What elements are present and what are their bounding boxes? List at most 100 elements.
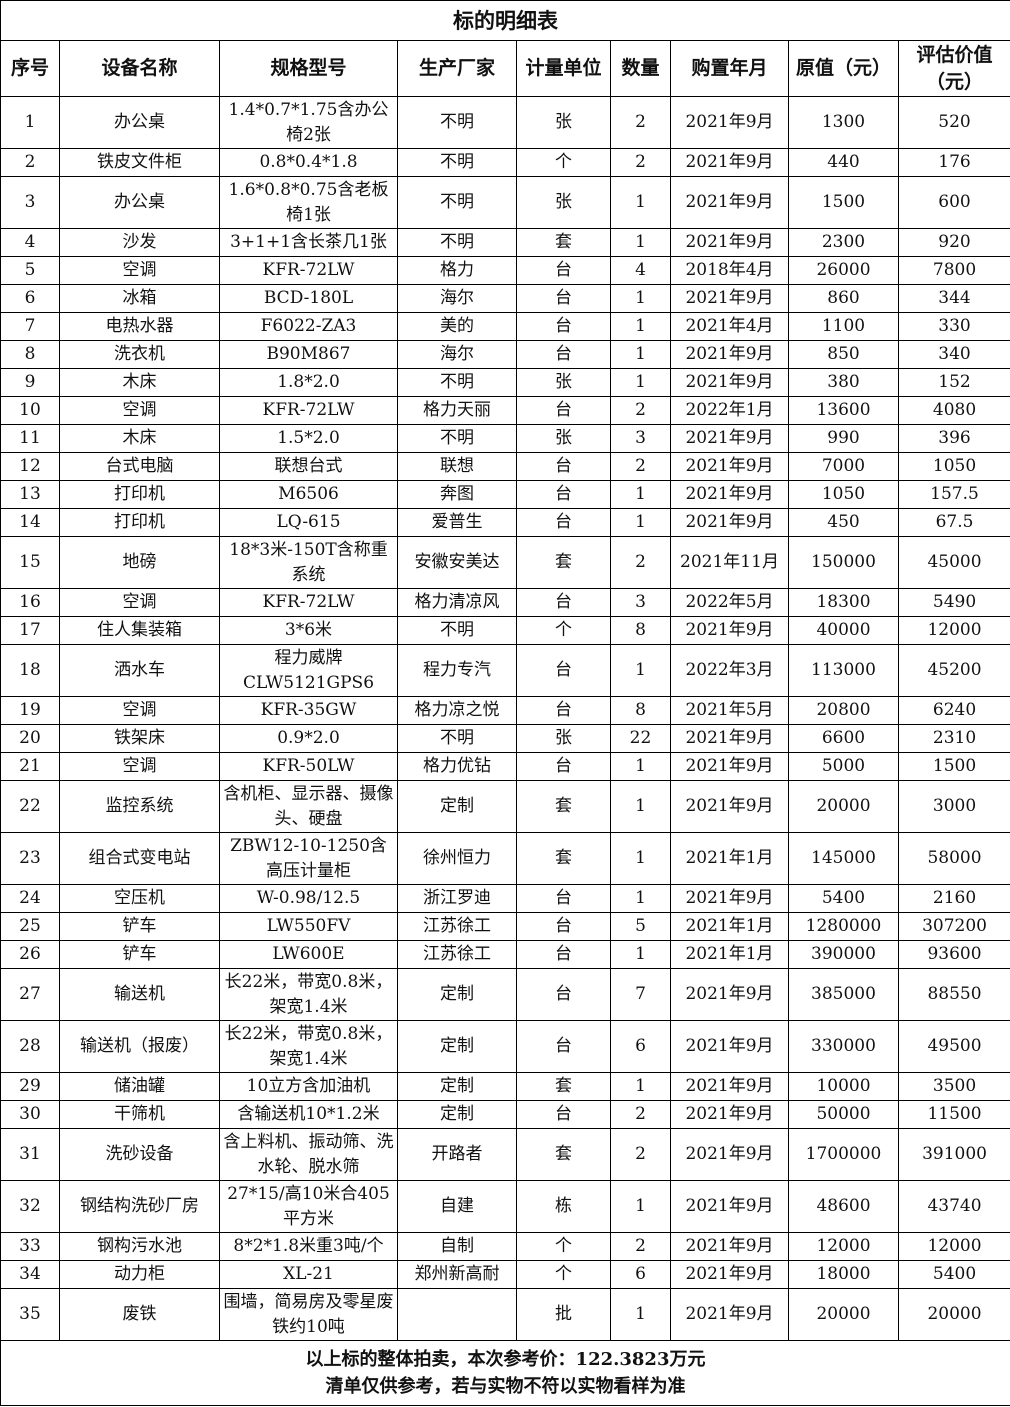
col-assessed-value-cell: 58000 (897, 832, 1010, 885)
col-unit-cell: 台 (516, 644, 611, 697)
col-assessed-value-cell: 176 (897, 148, 1010, 177)
col-original-value-cell: 1700000 (788, 1128, 899, 1181)
table-row: 30 干筛机 含输送机10*1.2米 定制台 2 2021年9月 50000 11500 (0, 1100, 1010, 1129)
col-original-value-cell: 380 (788, 368, 899, 397)
col-original-value-cell: 10000 (788, 1072, 899, 1101)
col-manufacturer-cell: 不明 (397, 176, 517, 229)
col-original-value-cell: 18300 (788, 588, 899, 617)
col-quantity-cell: 1 (610, 752, 671, 781)
table-row: 11 木床 1.5*2.0 不明张 3 2021年9月 990 396 (0, 424, 1010, 453)
col-assessed-value-cell: 49500 (897, 1020, 1010, 1073)
col-quantity-cell: 1 (610, 228, 671, 257)
col-assessed-value-cell: 11500 (897, 1100, 1010, 1129)
table-row: 9 木床 1.8*2.0 不明张 1 2021年9月 380 152 (0, 368, 1010, 397)
col-unit-cell: 台 (516, 968, 611, 1021)
col-index-cell: 20 (0, 724, 60, 753)
header-col-manufacturer: 生产厂家 (397, 40, 517, 97)
col-assessed-value-cell: 43740 (897, 1180, 1010, 1233)
col-purchase-date-cell: 2021年11月 (670, 536, 789, 589)
col-name-cell: 打印机 (59, 508, 220, 537)
col-quantity-cell: 1 (610, 1288, 671, 1341)
header-row: 序号 设备名称 规格型号 生产厂家 计量单位 数量 购置年月 原值（元） 评估价值（元） (0, 40, 1010, 97)
col-manufacturer-cell: 定制 (397, 1072, 517, 1101)
table-row: 31 洗砂设备 含上料机、振动筛、洗水轮、脱水筛 开路者套 2 2021年9月 170000… (0, 1128, 1010, 1181)
col-original-value-cell: 850 (788, 340, 899, 369)
header-col-original-value: 原值（元） (788, 40, 899, 97)
col-assessed-value-cell: 920 (897, 228, 1010, 257)
col-quantity-cell: 1 (610, 832, 671, 885)
col-purchase-date-cell: 2021年9月 (670, 1232, 789, 1261)
col-spec-cell: 3*6米 (219, 616, 398, 645)
col-index-cell: 21 (0, 752, 60, 781)
col-manufacturer-cell: 自制 (397, 1232, 517, 1261)
col-name-cell: 空调 (59, 696, 220, 725)
col-original-value-cell: 13600 (788, 396, 899, 425)
col-spec-cell: F6022-ZA3 (219, 312, 398, 341)
col-spec-cell: 围墙，简易房及零星废铁约10吨 (219, 1288, 398, 1341)
col-purchase-date-cell: 2021年9月 (670, 340, 789, 369)
col-name-cell: 木床 (59, 424, 220, 453)
col-unit-cell: 台 (516, 1100, 611, 1129)
col-purchase-date-cell: 2021年9月 (670, 228, 789, 257)
col-manufacturer-cell: 不明 (397, 424, 517, 453)
col-spec-cell: 8*2*1.8米重3吨/个 (219, 1232, 398, 1261)
col-index-cell: 10 (0, 396, 60, 425)
col-quantity-cell: 3 (610, 424, 671, 453)
col-index-cell: 8 (0, 340, 60, 369)
col-index-cell: 6 (0, 284, 60, 313)
col-quantity-cell: 1 (610, 508, 671, 537)
col-spec-cell: KFR-72LW (219, 588, 398, 617)
col-index-cell: 15 (0, 536, 60, 589)
col-index-cell: 29 (0, 1072, 60, 1101)
col-quantity-cell: 8 (610, 616, 671, 645)
col-manufacturer-cell: 奔图 (397, 480, 517, 509)
col-name-cell: 洒水车 (59, 644, 220, 697)
col-spec-cell: B90M867 (219, 340, 398, 369)
col-manufacturer-cell: 不明 (397, 96, 517, 149)
table-row: 27 输送机 长22米，带宽0.8米，架宽1.4米 定制台 7 2021年9月 385000… (0, 968, 1010, 1021)
col-quantity-cell: 1 (610, 884, 671, 913)
col-quantity-cell: 5 (610, 912, 671, 941)
col-purchase-date-cell: 2021年9月 (670, 284, 789, 313)
col-index-cell: 33 (0, 1232, 60, 1261)
table-row: 14 打印机 LQ-615 爱普生台 1 2021年9月 450 67.5 (0, 508, 1010, 537)
col-spec-cell: KFR-50LW (219, 752, 398, 781)
table-row: 18 洒水车 程力威牌CLW5121GPS6 程力专汽台 1 2022年3月 113000 4… (0, 644, 1010, 697)
header-col-assessed-value: 评估价值（元） (897, 40, 1010, 97)
col-assessed-value-cell: 3000 (897, 780, 1010, 833)
col-assessed-value-cell: 7800 (897, 256, 1010, 285)
col-name-cell: 铁皮文件柜 (59, 148, 220, 177)
col-name-cell: 空调 (59, 256, 220, 285)
col-purchase-date-cell: 2021年9月 (670, 148, 789, 177)
col-unit-cell: 个 (516, 1260, 611, 1289)
col-original-value-cell: 20000 (788, 1288, 899, 1341)
col-manufacturer-cell: 安徽安美达 (397, 536, 517, 589)
col-index-cell: 24 (0, 884, 60, 913)
col-name-cell: 储油罐 (59, 1072, 220, 1101)
col-index-cell: 4 (0, 228, 60, 257)
col-purchase-date-cell: 2022年3月 (670, 644, 789, 697)
col-name-cell: 监控系统 (59, 780, 220, 833)
table-row: 29 储油罐 10立方含加油机 定制套 1 2021年9月 10000 3500 (0, 1072, 1010, 1101)
col-quantity-cell: 1 (610, 340, 671, 369)
col-unit-cell: 套 (516, 1072, 611, 1101)
col-manufacturer-cell: 郑州新高耐 (397, 1260, 517, 1289)
col-unit-cell: 套 (516, 536, 611, 589)
col-quantity-cell: 6 (610, 1260, 671, 1289)
col-assessed-value-cell: 391000 (897, 1128, 1010, 1181)
col-original-value-cell: 5000 (788, 752, 899, 781)
col-purchase-date-cell: 2021年9月 (670, 1288, 789, 1341)
col-assessed-value-cell: 396 (897, 424, 1010, 453)
col-quantity-cell: 1 (610, 1180, 671, 1233)
header-col-quantity: 数量 (610, 40, 671, 97)
col-original-value-cell: 330000 (788, 1020, 899, 1073)
col-manufacturer-cell: 定制 (397, 780, 517, 833)
col-name-cell: 铲车 (59, 940, 220, 969)
col-purchase-date-cell: 2021年1月 (670, 940, 789, 969)
col-manufacturer-cell: 格力天丽 (397, 396, 517, 425)
col-assessed-value-cell: 5400 (897, 1260, 1010, 1289)
col-purchase-date-cell: 2021年9月 (670, 452, 789, 481)
col-name-cell: 沙发 (59, 228, 220, 257)
table-row: 22 监控系统 含机柜、显示器、摄像头、硬盘 定制套 1 2021年9月 20000 3000 (0, 780, 1010, 833)
col-spec-cell: KFR-35GW (219, 696, 398, 725)
